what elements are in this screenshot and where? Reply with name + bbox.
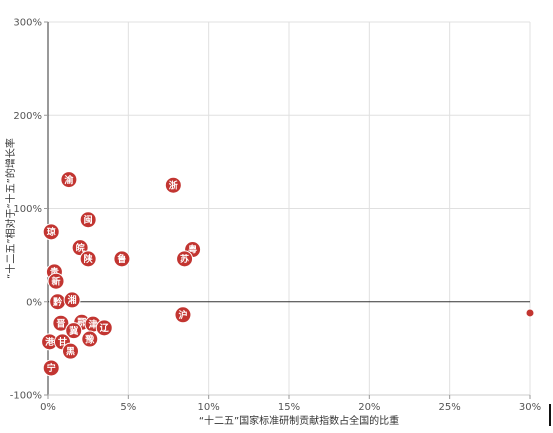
x-tick-label: 10% <box>198 402 220 413</box>
data-point-label: 琼 <box>47 226 56 238</box>
data-point[interactable]: 浙 <box>164 176 182 194</box>
data-point-marker[interactable] <box>174 306 192 324</box>
data-point-label: 沪 <box>178 309 187 321</box>
data-point[interactable]: 琼 <box>42 223 60 241</box>
data-point-label: 渝 <box>64 174 74 186</box>
data-point-label: 湘 <box>68 294 77 306</box>
data-point-marker[interactable] <box>60 171 78 189</box>
y-tick-label: 300% <box>13 18 42 29</box>
x-tick-label: 30% <box>519 402 541 413</box>
data-point-marker[interactable] <box>79 250 97 268</box>
x-tick-label: 5% <box>120 402 136 413</box>
data-point-label: 陕 <box>84 253 94 265</box>
data-point-marker[interactable] <box>113 250 131 268</box>
y-tick-label: 200% <box>13 111 42 122</box>
y-tick-label: 100% <box>13 204 42 215</box>
data-point-marker[interactable] <box>176 250 194 268</box>
data-point-label: 黑 <box>66 346 75 357</box>
data-point[interactable]: 鲁 <box>113 250 131 268</box>
data-point-marker[interactable] <box>164 176 182 194</box>
data-point-marker[interactable] <box>63 291 81 309</box>
data-point-marker[interactable] <box>65 322 83 340</box>
data-point-label: 苏 <box>180 253 189 265</box>
data-point-label: 贵 <box>50 266 59 278</box>
y-tick-label: -100% <box>10 391 42 402</box>
data-point-marker[interactable] <box>47 272 65 290</box>
data-point[interactable]: 陕 <box>79 250 97 268</box>
data-point-label: 新 <box>52 275 61 287</box>
data-point-label: 冀 <box>69 325 78 337</box>
x-tick-label: 20% <box>358 402 380 413</box>
data-point-marker[interactable] <box>95 319 113 337</box>
data-point-marker[interactable] <box>42 359 60 377</box>
text-cursor <box>549 404 551 426</box>
data-point[interactable]: 黔 <box>49 293 67 311</box>
data-point-label: 粤 <box>188 244 197 256</box>
data-point[interactable]: 港 <box>41 333 59 351</box>
data-point[interactable]: 沪 <box>174 306 192 324</box>
data-point-label: 津 <box>88 318 97 330</box>
data-point-marker[interactable] <box>525 308 535 318</box>
data-point[interactable]: 晋 <box>52 314 70 332</box>
data-point[interactable]: 豫 <box>81 330 99 348</box>
data-point[interactable]: 宁 <box>42 359 60 377</box>
data-point-marker[interactable] <box>42 223 60 241</box>
tick-labels: 0% 5% 10% 15% 20% 25% 30%-100%0%100%200%300% <box>10 18 541 414</box>
data-point-label: 浙 <box>169 179 178 191</box>
y-tick-label: 0% <box>26 297 42 308</box>
data-point[interactable]: 黑 <box>61 342 79 360</box>
data-point-marker[interactable] <box>52 314 70 332</box>
y-axis-title: “十二五”相对于“十五”的增长率 <box>4 138 17 279</box>
data-point[interactable]: 新 <box>47 272 65 290</box>
data-point-label: 闽 <box>84 214 93 226</box>
data-point-label: 港 <box>45 336 55 348</box>
data-point-marker[interactable] <box>61 342 79 360</box>
data-point-marker[interactable] <box>79 211 97 229</box>
data-point-marker[interactable] <box>81 330 99 348</box>
data-point-label: 鄂 <box>77 317 86 328</box>
data-point[interactable] <box>525 308 535 318</box>
x-tick-label: 15% <box>278 402 300 413</box>
data-point[interactable]: 辽 <box>95 319 113 337</box>
x-axis-title: “十二五”国家标准研制贡献指数占全国的比重 <box>199 414 399 427</box>
axes <box>44 21 531 399</box>
data-point-label: 鲁 <box>117 253 126 265</box>
data-point-label: 辽 <box>100 322 110 334</box>
data-point-label: 宁 <box>47 362 56 374</box>
data-point-label: 晋 <box>56 318 65 329</box>
data-point[interactable]: 苏 <box>176 250 194 268</box>
data-point-label: 黔 <box>52 296 62 308</box>
data-point[interactable]: 湘 <box>63 291 81 309</box>
x-tick-label: 0% <box>40 402 56 413</box>
data-point[interactable]: 闽 <box>79 211 97 229</box>
data-point-label: 皖 <box>76 242 85 254</box>
data-point[interactable]: 渝 <box>60 171 78 189</box>
data-point-label: 豫 <box>85 333 94 345</box>
data-point[interactable]: 冀 <box>65 322 83 340</box>
x-tick-label: 25% <box>439 402 461 413</box>
grid-lines <box>48 21 531 395</box>
data-point-label: 甘 <box>58 336 67 348</box>
